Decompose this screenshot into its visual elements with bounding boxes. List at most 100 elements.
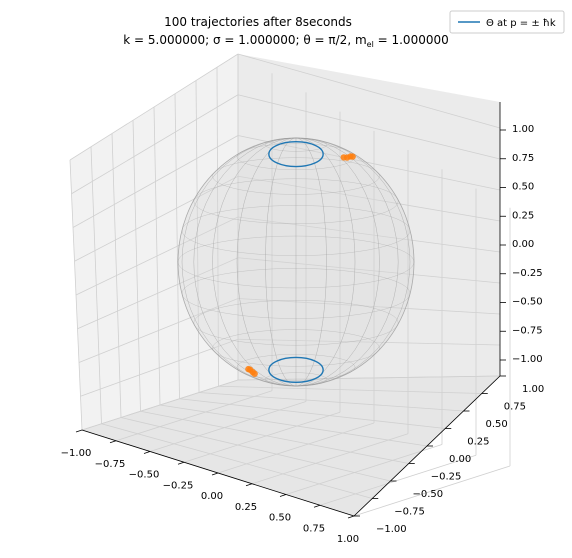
sphere-latitude — [181, 205, 411, 256]
sphere-body — [177, 137, 415, 387]
grid-line-y — [218, 385, 482, 394]
sphere-meridian — [265, 137, 327, 387]
x-tick-mark — [347, 515, 355, 519]
z-tick-label: 1.00 — [512, 124, 534, 135]
grid-line-z — [237, 375, 501, 381]
series-point-7 — [245, 365, 252, 373]
z-tick-label: 0.00 — [512, 239, 534, 250]
sphere-meridian — [181, 137, 411, 387]
grid-line-x — [319, 454, 477, 506]
grid-line-z — [237, 298, 501, 315]
z-ticks: 1.00 0.75 0.50 0.25 0.00 −0.25 −0.50 −0.75 −1.00 — [500, 124, 543, 365]
legend: Θ at p = ± ħk — [449, 10, 565, 34]
sphere-meridian — [193, 137, 399, 387]
grid-line-x — [217, 422, 375, 474]
series-layer — [245, 141, 356, 383]
sphere-latitude — [265, 137, 327, 152]
series-point-2 — [340, 154, 347, 161]
y-tick-label: 0.75 — [504, 402, 526, 413]
chart-title-line1: 100 trajectories after 8seconds — [164, 15, 352, 29]
axes-panes — [70, 54, 500, 516]
sphere-wireframe — [177, 137, 415, 387]
grid-line-z — [237, 216, 501, 253]
grid-line-x — [285, 444, 443, 495]
x-tick-mark — [211, 472, 219, 476]
pane-floor — [82, 376, 500, 516]
sphere-latitude — [265, 372, 327, 387]
y-tick-label: 0.50 — [486, 419, 508, 430]
z-tick-label: −0.50 — [512, 297, 543, 308]
y-tick-label: 0.00 — [449, 454, 471, 465]
y-tick-label: −0.50 — [413, 489, 444, 500]
grid-line-z — [237, 175, 501, 222]
x-tick-mark — [245, 483, 253, 487]
grid-line-z — [237, 94, 501, 160]
grid-line-x — [115, 390, 273, 442]
sphere-latitude — [181, 268, 411, 319]
sphere-meridian — [212, 137, 380, 387]
y-ticks: −1.00 −0.75 −0.50 −0.25 0.00 0.25 0.50 0.75 1.00 — [354, 375, 544, 535]
x-tick-mark — [143, 451, 151, 454]
sphere-meridian — [212, 137, 380, 387]
sphere-meridian — [193, 137, 399, 387]
sphere-latitude — [212, 329, 380, 367]
legend-box — [449, 10, 565, 34]
x-tick-mark — [177, 461, 185, 465]
x-tick-label: −1.00 — [61, 448, 92, 459]
z-tick-label: 0.75 — [512, 153, 534, 164]
y-tick-label: −0.75 — [394, 507, 425, 518]
x-tick-mark — [313, 504, 321, 508]
sphere-meridian — [236, 137, 356, 387]
x-tick-mark — [279, 494, 287, 497]
grid-line-z — [78, 298, 239, 363]
grid-line-y — [159, 404, 428, 447]
grid-line-z — [237, 257, 501, 284]
x-tick-label: −0.75 — [95, 459, 126, 470]
grid-line-y — [179, 398, 446, 429]
sphere-latitude — [193, 300, 399, 346]
chart-title-line2: k = 5.000000; σ = 1.000000; θ = π/2, mel… — [123, 33, 449, 49]
z-tick-label: 0.50 — [512, 182, 534, 193]
z-tick-label: −0.25 — [512, 268, 543, 279]
z-tick-label: 0.25 — [512, 210, 534, 221]
y-tick-label: −1.00 — [376, 524, 407, 535]
pane-back-left — [70, 54, 238, 430]
x-tick-label: 0.25 — [235, 502, 257, 513]
x-tick-label: −0.50 — [129, 470, 160, 481]
grid-line-z — [81, 379, 239, 431]
grid-line-z — [237, 338, 501, 346]
grid-line-x — [251, 433, 409, 485]
y-tick-label: 1.00 — [522, 384, 544, 395]
y-tick-label: 0.25 — [467, 437, 489, 448]
grid-line-z — [74, 175, 239, 262]
grid-line-y — [198, 392, 464, 412]
grid-line-y — [140, 410, 409, 464]
x-tick-mark — [109, 440, 117, 444]
y-tick-label: −0.25 — [431, 472, 462, 483]
sphere-latitude — [236, 354, 356, 381]
sphere-latitude — [193, 178, 399, 224]
z-tick-label: −1.00 — [512, 354, 543, 365]
grid-line-x — [353, 465, 511, 517]
x-tick-label: 0.00 — [201, 491, 223, 502]
x-tick-mark — [75, 429, 83, 433]
pane-back-right — [238, 54, 500, 380]
grid-line-z — [71, 94, 239, 195]
series-circle-1 — [268, 356, 324, 383]
series-point-6 — [251, 370, 258, 377]
sphere-latitude — [212, 157, 380, 195]
grid-line-z — [237, 53, 501, 129]
sphere-latitude — [177, 235, 415, 289]
grid-line-z — [75, 216, 239, 296]
x-tick-label: 0.50 — [269, 513, 291, 524]
z-tick-label: −0.75 — [512, 325, 543, 336]
series-point-3 — [349, 153, 356, 160]
grid-line-z — [77, 257, 239, 330]
sphere-meridian — [177, 137, 415, 387]
legend-label-theta: Θ at p = ± ħk — [486, 18, 556, 29]
x-ticks: −1.00−0.75−0.50−0.25 0.00 0.25 0.50 0.75 1.00 — [61, 429, 359, 545]
sphere-meridian — [236, 137, 356, 387]
grid-line-z — [72, 135, 239, 228]
grid-line-z — [69, 53, 239, 161]
